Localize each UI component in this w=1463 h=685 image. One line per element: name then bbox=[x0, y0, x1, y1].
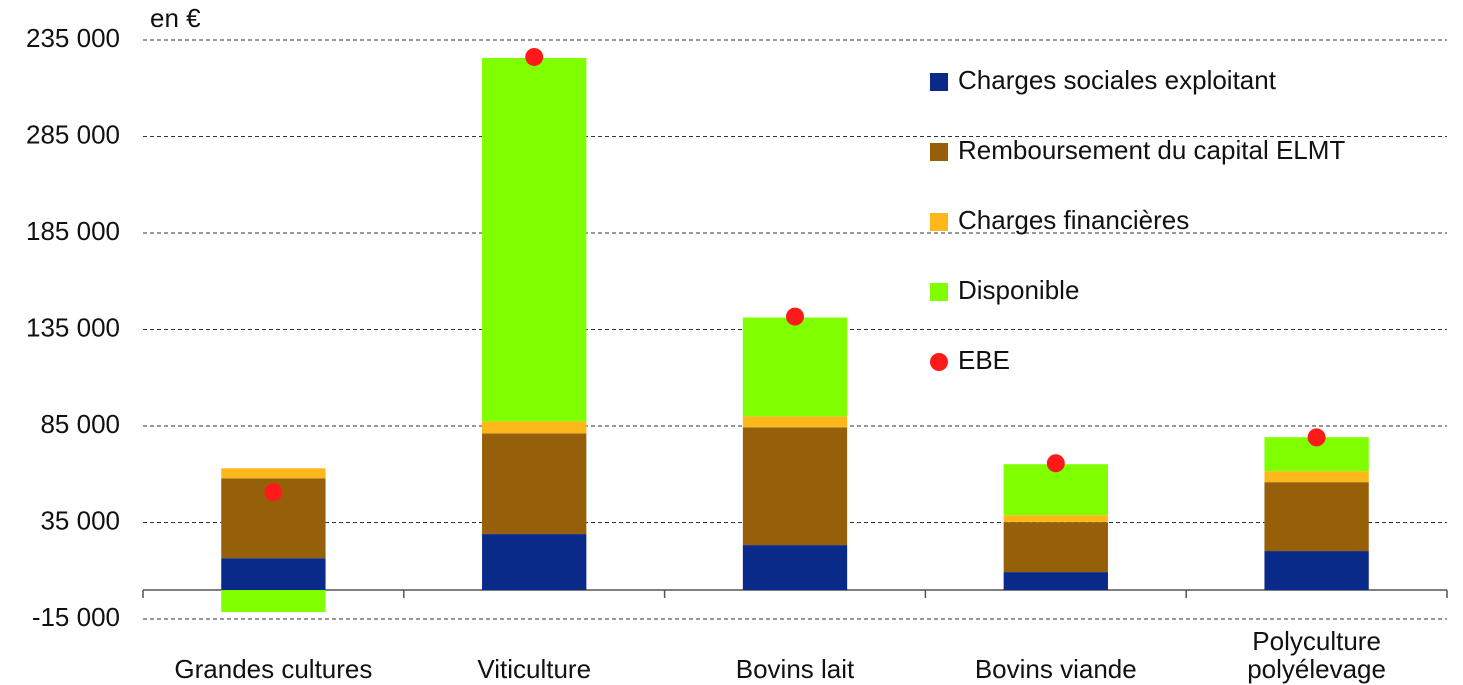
ebe-point bbox=[525, 47, 544, 66]
legend-label: Remboursement du capital ELMT bbox=[958, 135, 1345, 165]
ebe-point bbox=[1307, 428, 1326, 447]
bar-segment bbox=[742, 545, 848, 591]
bar-segment bbox=[1003, 464, 1108, 516]
legend-swatch bbox=[930, 283, 948, 301]
bar-segment bbox=[742, 416, 848, 428]
bar-segment bbox=[221, 468, 326, 479]
bar-segment bbox=[1264, 482, 1369, 552]
ebe-point bbox=[1046, 454, 1065, 473]
bar-segment bbox=[1264, 471, 1369, 483]
bar-segment bbox=[482, 534, 587, 591]
bar-segment bbox=[1003, 522, 1108, 573]
y-tick-label: 185 000 bbox=[26, 216, 120, 246]
y-tick-label: 285 000 bbox=[26, 119, 120, 149]
legend-label: EBE bbox=[958, 345, 1010, 375]
x-tick-label: Bovins lait bbox=[735, 654, 855, 684]
unit-label: en € bbox=[150, 3, 201, 33]
bar-segment bbox=[742, 427, 848, 546]
x-tick-label: Grandes cultures bbox=[174, 654, 373, 684]
x-tick-label: Polyculture polyélevage bbox=[1247, 626, 1386, 684]
y-tick-label: 85 000 bbox=[40, 409, 120, 439]
bar-segment bbox=[1003, 572, 1108, 591]
legend-swatch bbox=[930, 143, 948, 161]
y-tick-label: 35 000 bbox=[40, 505, 120, 535]
legend-label: Disponible bbox=[958, 275, 1079, 305]
legend-label: Charges financières bbox=[958, 205, 1189, 235]
bar-segment bbox=[482, 421, 587, 434]
ebe-point bbox=[786, 307, 804, 326]
bar-segment bbox=[482, 433, 587, 535]
bar-segment bbox=[742, 317, 848, 417]
x-tick-label: Viticulture bbox=[477, 654, 592, 684]
ebe-point bbox=[264, 483, 283, 502]
x-tick-label: Bovins viande bbox=[974, 654, 1137, 684]
bar-segment bbox=[221, 590, 326, 613]
bar-segment bbox=[1003, 515, 1108, 523]
y-tick-label: 135 000 bbox=[26, 312, 120, 342]
bar-segment bbox=[1264, 551, 1369, 591]
y-tick-label: 235 000 bbox=[26, 23, 120, 53]
y-tick-label: -15 000 bbox=[32, 602, 120, 632]
legend-swatch bbox=[930, 73, 948, 91]
bar-segment bbox=[221, 558, 326, 591]
legend-marker bbox=[930, 353, 948, 371]
legend-label: Charges sociales exploitant bbox=[958, 65, 1277, 95]
legend-swatch bbox=[930, 213, 948, 231]
bar-segment bbox=[482, 57, 587, 422]
